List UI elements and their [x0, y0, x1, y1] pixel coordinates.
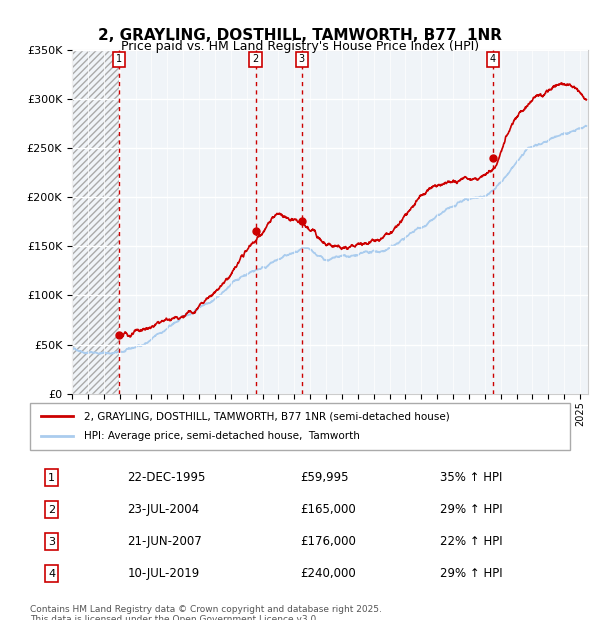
Bar: [72, 50, 119, 394]
Text: 4: 4: [48, 569, 55, 578]
Text: 22-DEC-1995: 22-DEC-1995: [127, 471, 206, 484]
Text: 1: 1: [116, 55, 122, 64]
FancyBboxPatch shape: [30, 403, 570, 450]
Text: £240,000: £240,000: [300, 567, 356, 580]
Text: 2: 2: [253, 55, 259, 64]
Bar: [72, 50, 119, 394]
Text: HPI: Average price, semi-detached house,  Tamworth: HPI: Average price, semi-detached house,…: [84, 432, 360, 441]
Text: £176,000: £176,000: [300, 535, 356, 548]
Text: Contains HM Land Registry data © Crown copyright and database right 2025.
This d: Contains HM Land Registry data © Crown c…: [30, 604, 382, 620]
Text: 29% ↑ HPI: 29% ↑ HPI: [440, 567, 503, 580]
Text: 1: 1: [48, 472, 55, 482]
Text: 4: 4: [490, 55, 496, 64]
Text: 35% ↑ HPI: 35% ↑ HPI: [440, 471, 503, 484]
Text: 3: 3: [299, 55, 305, 64]
Text: £59,995: £59,995: [300, 471, 349, 484]
Text: 2: 2: [48, 505, 55, 515]
Text: 23-JUL-2004: 23-JUL-2004: [127, 503, 199, 516]
Text: £165,000: £165,000: [300, 503, 356, 516]
Text: 22% ↑ HPI: 22% ↑ HPI: [440, 535, 503, 548]
Text: 29% ↑ HPI: 29% ↑ HPI: [440, 503, 503, 516]
Text: 21-JUN-2007: 21-JUN-2007: [127, 535, 202, 548]
Text: Price paid vs. HM Land Registry's House Price Index (HPI): Price paid vs. HM Land Registry's House …: [121, 40, 479, 53]
Text: 10-JUL-2019: 10-JUL-2019: [127, 567, 199, 580]
Text: 2, GRAYLING, DOSTHILL, TAMWORTH, B77  1NR: 2, GRAYLING, DOSTHILL, TAMWORTH, B77 1NR: [98, 28, 502, 43]
Text: 3: 3: [48, 537, 55, 547]
Text: 2, GRAYLING, DOSTHILL, TAMWORTH, B77 1NR (semi-detached house): 2, GRAYLING, DOSTHILL, TAMWORTH, B77 1NR…: [84, 411, 450, 421]
